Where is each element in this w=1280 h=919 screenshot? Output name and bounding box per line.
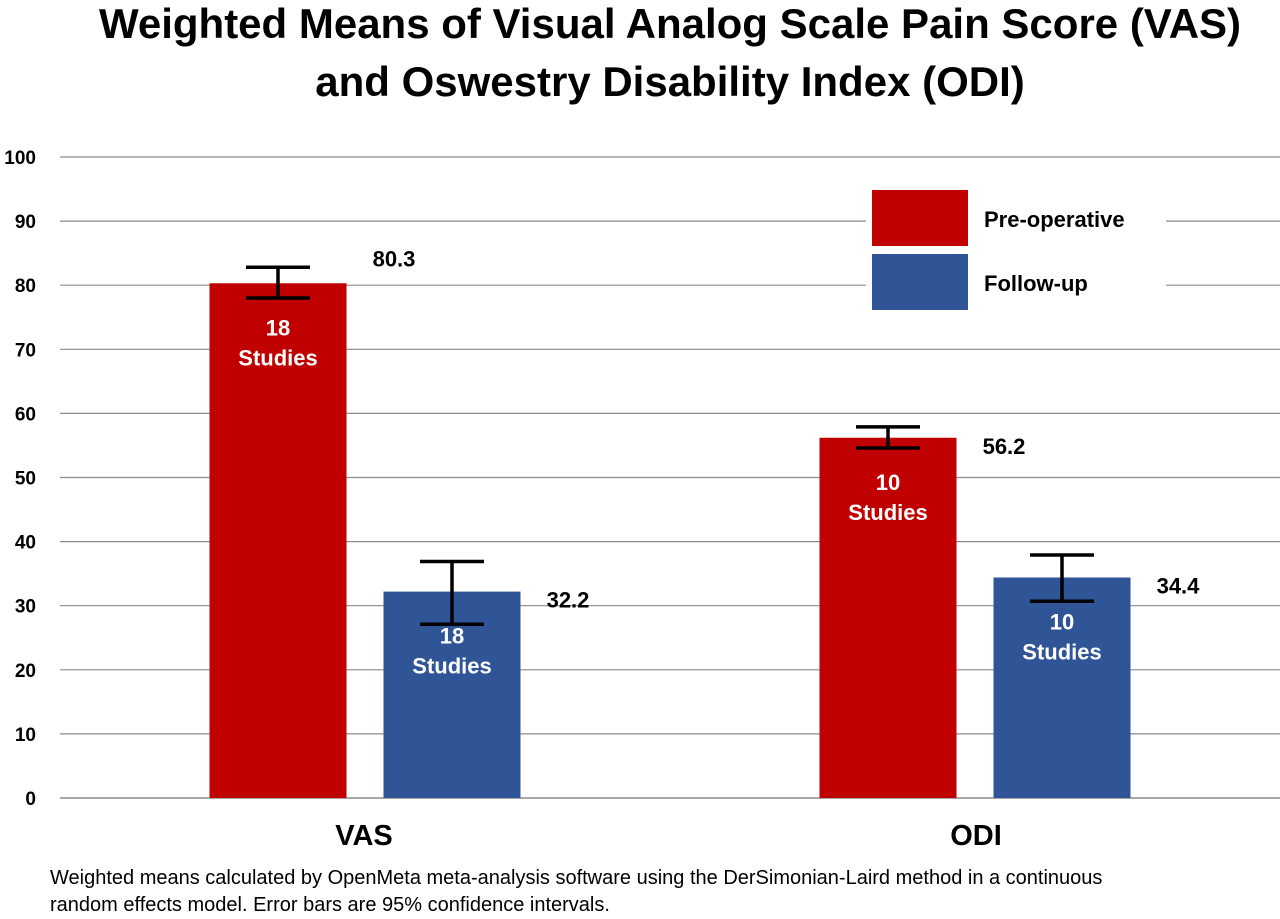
bar-odi-followup: [993, 577, 1131, 798]
value-label-vas-preoperative: 80.3: [373, 246, 416, 271]
legend-label-preoperative: Pre-operative: [984, 207, 1125, 232]
bar-inner-label-vas-preoperative: Studies: [238, 345, 317, 370]
footnote-line-2: random effects model. Error bars are 95%…: [50, 894, 610, 916]
y-tick-label-50: 50: [15, 469, 36, 490]
x-category-label-odi: ODI: [950, 820, 1002, 852]
bar-vas-preoperative: [209, 283, 347, 799]
chart-title-line-1: Weighted Means of Visual Analog Scale Pa…: [98, 0, 1242, 47]
y-tick-label-10: 10: [15, 725, 36, 746]
chart-title-line-2: and Oswestry Disability Index (ODI): [315, 58, 1025, 105]
y-tick-label-100: 100: [4, 148, 36, 169]
bars: [209, 283, 1131, 799]
bar-inner-label-odi-followup: Studies: [1022, 639, 1101, 664]
legend: Pre-operative Follow-up: [866, 180, 1166, 320]
y-tick-label-70: 70: [15, 340, 36, 361]
x-axis-categories: VAS ODI: [335, 820, 1002, 852]
footnote: Weighted means calculated by OpenMeta me…: [50, 865, 1280, 919]
data-labels: 80.3 18 Studies 56.2 10 Studies 32.2 18 Studies 3…: [238, 246, 1200, 678]
bar-inner-label-vas-preoperative: 18: [266, 315, 290, 340]
error-bar-vas-preoperative: [246, 265, 310, 300]
error-bar-vas-followup: [420, 559, 484, 627]
value-label-odi-followup: 34.4: [1157, 573, 1201, 598]
y-tick-label-30: 30: [15, 597, 36, 618]
legend-swatch-followup: [872, 254, 968, 310]
y-axis-ticks: 0 10 20 30 40 50 60 70 80 90 100: [4, 148, 36, 810]
error-bars: [246, 265, 1094, 627]
bar-inner-label-odi-preoperative: 10: [876, 470, 900, 495]
footnote-line-1: Weighted means calculated by OpenMeta me…: [50, 867, 1103, 889]
error-bar-odi-preoperative: [856, 425, 920, 450]
error-bar-odi-followup: [1030, 553, 1094, 603]
bar-inner-label-odi-followup: 10: [1050, 609, 1074, 634]
y-tick-label-20: 20: [15, 661, 36, 682]
y-tick-label-80: 80: [15, 276, 36, 297]
bar-inner-label-odi-preoperative: Studies: [848, 500, 927, 525]
bar-inner-label-vas-followup: 18: [440, 624, 464, 649]
value-label-vas-followup: 32.2: [547, 588, 590, 613]
y-tick-label-90: 90: [15, 212, 36, 233]
value-label-odi-preoperative: 56.2: [983, 434, 1026, 459]
y-tick-label-40: 40: [15, 533, 36, 554]
x-category-label-vas: VAS: [335, 820, 392, 852]
y-tick-label-0: 0: [25, 789, 36, 810]
bar-odi-preoperative: [819, 437, 957, 798]
legend-label-followup: Follow-up: [984, 271, 1088, 296]
bar-inner-label-vas-followup: Studies: [412, 654, 491, 679]
legend-swatch-preoperative: [872, 190, 968, 246]
y-tick-label-60: 60: [15, 404, 36, 425]
